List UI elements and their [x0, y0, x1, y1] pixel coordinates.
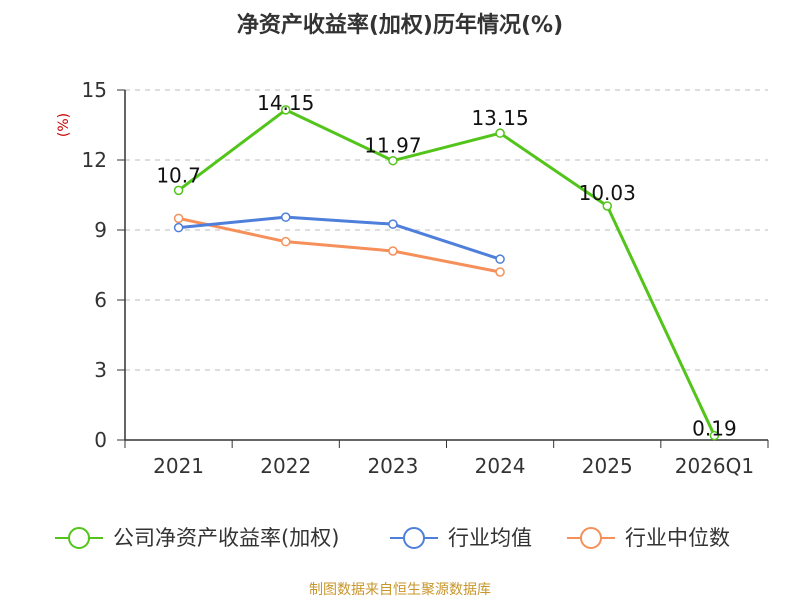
y-tick-0: 0 — [94, 428, 107, 452]
series-1-point-2024 — [495, 254, 505, 264]
series-line-0 — [177, 108, 716, 437]
y-tick-6: 6 — [94, 288, 107, 312]
axes — [124, 90, 769, 448]
data-label-2022: 14.15 — [257, 91, 314, 115]
data-label-2023: 11.97 — [364, 134, 421, 158]
x-tick-labels: 2021 2022 2023 2024 2025 2026Q1 — [153, 454, 754, 478]
series-0-point-2023 — [388, 155, 398, 166]
series-1-point-2022 — [281, 212, 291, 222]
data-label-2026Q1: 0.19 — [692, 417, 737, 441]
x-tick-2023: 2023 — [367, 454, 418, 478]
legend-marker-2 — [580, 527, 602, 549]
series-1-point-2023 — [388, 219, 398, 229]
y-tick-3: 3 — [94, 358, 107, 382]
data-labels: 10.7 14.15 11.97 13.15 10.03 0.19 — [156, 91, 736, 441]
x-tick-2026Q1: 2026Q1 — [675, 454, 754, 478]
series-2-point-2021 — [173, 213, 184, 224]
series-0-point-2021 — [173, 185, 184, 196]
data-label-2024: 13.15 — [471, 106, 528, 130]
legend-marker-0 — [68, 527, 90, 549]
legend-label-0: 公司净资产收益率(加权) — [113, 526, 339, 550]
series-0-point-2026Q1 — [709, 430, 720, 441]
legend: 公司净资产收益率(加权) 行业均值 行业中位数 — [55, 526, 730, 550]
grid-lines — [117, 89, 768, 441]
series-group — [173, 105, 720, 441]
y-tick-15: 15 — [82, 78, 107, 102]
series-0-point-2025 — [602, 201, 612, 211]
series-line-2 — [178, 216, 501, 274]
series-0-point-2024 — [495, 128, 505, 138]
x-tick-2021: 2021 — [153, 454, 204, 478]
x-tick-2024: 2024 — [475, 454, 526, 478]
x-tick-2025: 2025 — [582, 454, 633, 478]
y-tick-12: 12 — [82, 148, 107, 172]
legend-item-2[interactable]: 行业中位数 — [567, 526, 730, 550]
series-line-1 — [178, 215, 501, 261]
data-label-2021: 10.7 — [156, 163, 201, 187]
series-2-point-2024 — [495, 267, 505, 277]
x-tick-2022: 2022 — [260, 454, 311, 478]
legend-label-2: 行业中位数 — [625, 526, 730, 550]
source-note: 制图数据来自恒生聚源数据库 — [309, 582, 491, 598]
chart-title: 净资产收益率(加权)历年情况(%) — [237, 12, 563, 38]
data-label-2025: 10.03 — [579, 181, 636, 205]
series-2-point-2023 — [388, 246, 398, 256]
legend-item-0[interactable]: 公司净资产收益率(加权) — [55, 526, 339, 550]
series-0-point-2022 — [281, 105, 291, 115]
legend-label-1: 行业均值 — [448, 526, 532, 550]
y-tick-9: 9 — [94, 218, 107, 242]
legend-marker-1 — [403, 527, 425, 549]
y-tick-labels: 0 3 6 9 12 15 — [82, 78, 107, 452]
legend-item-1[interactable]: 行业均值 — [390, 526, 532, 550]
series-1-point-2021 — [173, 222, 184, 233]
series-2-point-2022 — [281, 236, 291, 247]
y-axis-label: (%) — [56, 113, 72, 137]
